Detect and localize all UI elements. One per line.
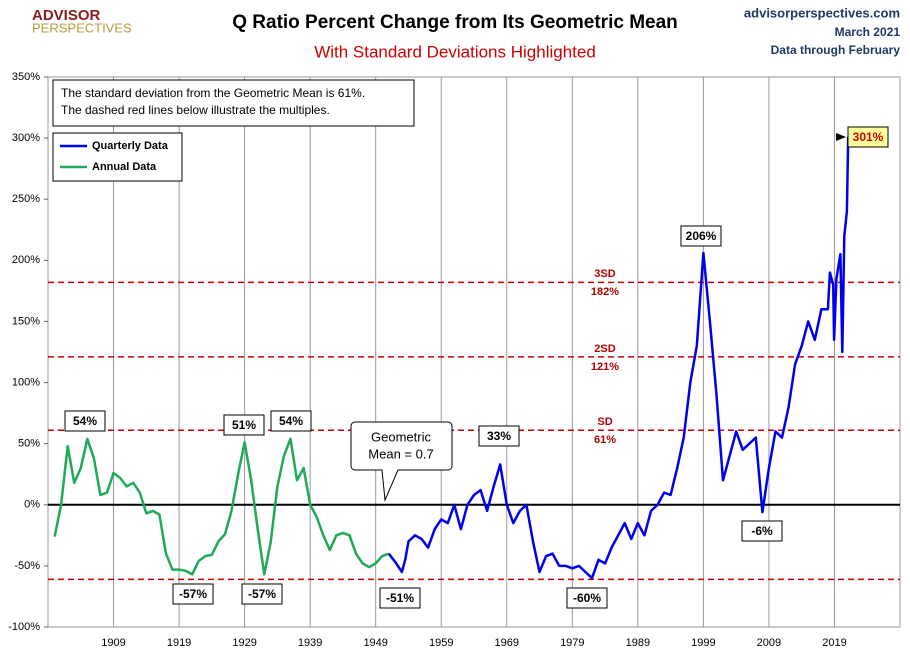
annotation-box [270,410,312,432]
source: advisorperspectives.com [744,5,900,20]
y-tick-label: 100% [12,376,40,388]
mean-label: Geometric [371,429,431,444]
plot-area: 1909 1919 1929 1939 1949 1959 1969 1979 1989 1999… [8,71,901,649]
annotation: -57% [179,587,207,601]
y-tick-label: -50% [14,560,40,572]
annotation-box [847,126,889,148]
annotation: -6% [751,524,773,538]
x-tick-label: 1919 [167,637,191,649]
source-date: March 2021 [835,25,901,39]
x-tick-label: 1939 [298,637,322,649]
annotation-box [172,583,214,605]
x-tick-label: 1929 [232,637,256,649]
x-tick-label: 1989 [626,637,650,649]
y-tick-label: 300% [12,132,40,144]
logo-top: ADVISOR [32,7,101,24]
reference-value-label: 121% [591,361,619,373]
y-tick-label: 350% [12,71,40,83]
annotation: 51% [232,418,256,432]
mean-label: Mean = 0.7 [368,446,433,461]
annotation-box [379,587,421,609]
y-tick-label: -100% [8,621,40,633]
annotation-box [241,583,283,605]
y-tick-label: 250% [12,193,40,205]
source-note: Data through February [771,43,901,57]
mean-callout [350,421,453,502]
chart-subtitle: With Standard Deviations Highlighted [314,42,596,61]
annotation: 206% [686,229,717,243]
logo-bottom: PERSPECTIVES [32,20,132,35]
annotation-box [478,425,520,447]
x-tick-label: 2009 [757,637,781,649]
annotation: -60% [573,591,601,605]
x-tick-label: 1949 [363,637,387,649]
annotation-arrow [836,133,846,141]
reference-value-label: 61% [594,434,616,446]
reference-label: 3SD [594,268,615,280]
annotation: 54% [73,414,97,428]
annotation: 54% [279,414,303,428]
legend-box [52,132,183,182]
legend-label: Annual Data [92,161,157,173]
annotation-box [566,587,608,609]
y-tick-label: 50% [18,438,40,450]
x-tick-label: 1969 [495,637,519,649]
chart-title: Q Ratio Percent Change from Its Geometri… [232,12,678,33]
x-tick-label: 1909 [101,637,125,649]
note-text: The standard deviation from the Geometri… [61,86,365,100]
series-line [53,437,390,576]
annotation: 33% [487,429,511,443]
annotation: 301% [853,130,884,144]
annotation-box [223,414,265,436]
annotation-box [680,225,722,247]
y-tick-label: 150% [12,315,40,327]
x-tick-label: 1979 [560,637,584,649]
note-box [52,79,415,127]
annotation-box [741,520,783,542]
reference-value-label: 182% [591,286,619,298]
x-tick-label: 1959 [429,637,453,649]
annotation: -51% [386,591,414,605]
series-line [387,136,850,580]
reference-label: SD [597,416,612,428]
legend-label: Quarterly Data [92,140,169,152]
reference-label: 2SD [594,343,615,355]
y-tick-label: 0% [24,499,40,511]
x-tick-label: 1999 [691,637,715,649]
note-text: The dashed red lines below illustrate th… [61,103,330,117]
annotation-box [64,410,106,432]
annotation: -57% [248,587,276,601]
x-tick-label: 2019 [822,637,846,649]
y-tick-label: 200% [12,254,40,266]
